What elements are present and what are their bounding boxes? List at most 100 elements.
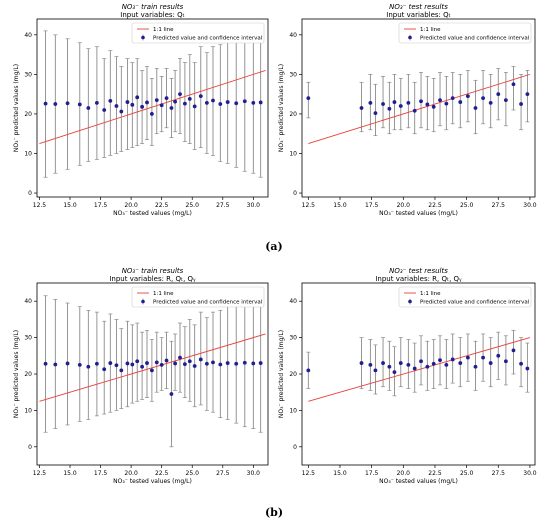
legend-point-swatch [408, 299, 412, 304]
legend-box [131, 22, 265, 44]
data-point [159, 103, 164, 108]
data-point [306, 96, 311, 101]
data-point [114, 363, 119, 368]
x-tick-label: 22.5 [428, 470, 442, 477]
data-point [135, 359, 140, 364]
data-point [450, 96, 455, 101]
data-point [125, 100, 130, 104]
x-tick-label: 27.5 [492, 202, 506, 209]
data-point [159, 363, 164, 367]
x-tick-label: 20.0 [124, 470, 138, 477]
x-tick-label: 17.5 [94, 202, 108, 209]
x-tick-label: 22.5 [155, 470, 169, 477]
data-point [211, 98, 215, 103]
data-point [525, 366, 530, 371]
plot-frame [301, 18, 536, 198]
data-point [154, 360, 159, 365]
y-tick-label: 20 [24, 111, 32, 118]
identity-line [39, 69, 266, 145]
plot-frame [301, 282, 536, 466]
data-point [398, 104, 403, 108]
data-point [425, 102, 430, 107]
data-point [234, 361, 239, 366]
legend-label-line: 1:1 line [420, 27, 441, 33]
y-tick-label: 20 [289, 371, 297, 378]
y-tick-label: 40 [24, 298, 32, 305]
data-point [102, 108, 107, 112]
legend-box [398, 22, 532, 44]
panel-label-a: (a) [265, 240, 283, 253]
data-point [94, 100, 99, 105]
x-tick-label: 17.5 [365, 470, 379, 477]
legend-label-points: Predicted value and confidence interval [420, 300, 530, 306]
data-point [149, 368, 154, 373]
data-point [145, 361, 149, 365]
data-point [392, 370, 397, 375]
data-point [496, 92, 501, 97]
data-point [373, 111, 378, 116]
data-point [140, 364, 145, 369]
y-tick-label: 40 [289, 298, 297, 305]
data-point [406, 100, 411, 105]
data-point [149, 112, 154, 116]
data-point [114, 104, 119, 108]
data-point [204, 361, 209, 366]
legend-point-swatch [141, 35, 145, 40]
x-tick-label: 12.5 [302, 470, 316, 477]
chart-subtitle: Input variables: R, Qₜ, Qᵧ [375, 275, 462, 283]
x-tick-label: 30.0 [523, 470, 537, 477]
panel-label-b: (b) [264, 506, 284, 519]
legend-label-points: Predicted value and confidence interval [153, 36, 263, 42]
data-point [178, 92, 182, 97]
identity-line [39, 333, 266, 402]
chart-title: NO₃⁻ test results [389, 267, 448, 275]
y-tick-label: 0 [293, 190, 297, 197]
data-point [108, 361, 113, 365]
y-tick-label: 20 [24, 371, 32, 378]
x-axis-label: NO₃⁻ tested values (mg/L) [379, 478, 458, 485]
data-point [173, 99, 178, 104]
chart-title: NO₃⁻ train results [122, 267, 184, 275]
x-tick-label: 25.0 [186, 470, 200, 477]
data-point [192, 364, 197, 368]
chart-title: NO₃⁻ train results [122, 3, 184, 11]
legend-box [131, 286, 265, 308]
data-point [178, 355, 182, 360]
legend-point-swatch [408, 35, 412, 40]
data-point [258, 361, 263, 365]
y-tick-label: 30 [289, 335, 297, 342]
data-point [204, 100, 209, 105]
x-axis-label: NO₃⁻ tested values (mg/L) [379, 210, 458, 217]
plot-frame [36, 282, 269, 466]
data-point [86, 364, 91, 369]
data-point [368, 363, 373, 367]
data-point [198, 94, 203, 99]
plot-area [306, 329, 531, 402]
data-point [182, 101, 187, 106]
data-point [130, 362, 135, 367]
x-axis-label: NO₃⁻ tested values (mg/L) [113, 210, 192, 217]
data-point [438, 98, 442, 102]
chart-subtitle: Input variables: R, Qₜ, Qᵧ [109, 275, 196, 283]
legend-label-line: 1:1 line [420, 291, 441, 297]
data-point [481, 355, 485, 360]
x-tick-label: 25.0 [460, 470, 474, 477]
data-point [125, 361, 130, 366]
x-tick-label: 12.5 [33, 202, 47, 209]
y-tick-label: 0 [28, 444, 32, 451]
legend: 1:1 line Predicted value and confidence i… [131, 286, 265, 308]
y-tick-label: 0 [28, 190, 32, 197]
data-point [43, 361, 48, 366]
y-tick-label: 30 [24, 335, 32, 342]
data-point [187, 97, 192, 101]
x-tick-label: 22.5 [428, 202, 442, 209]
x-tick-label: 15.0 [333, 202, 347, 209]
x-tick-label: 20.0 [397, 202, 411, 209]
y-tick-label: 0 [293, 444, 297, 451]
y-axis-label: NO₃⁻ predicted values (mg/L) [278, 330, 285, 418]
x-tick-label: 25.0 [186, 202, 200, 209]
data-point [77, 363, 82, 367]
